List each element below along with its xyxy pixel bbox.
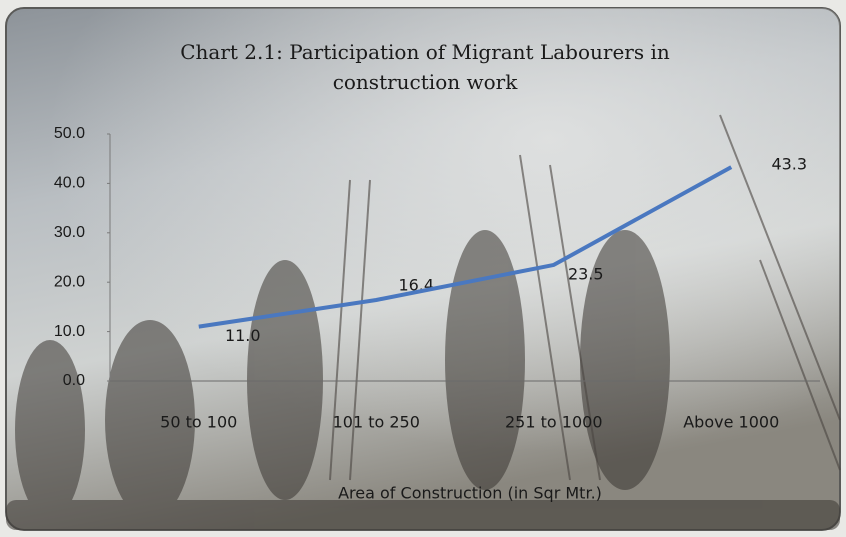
y-tick-label: 30.0: [54, 224, 85, 241]
y-tick-label: 20.0: [54, 273, 85, 290]
y-tick-label: 40.0: [54, 175, 85, 192]
data-label: 11.0: [225, 326, 261, 345]
x-tick-label: 50 to 100: [160, 413, 237, 432]
x-tick-label: Above 1000: [683, 413, 779, 432]
data-label: 43.3: [771, 155, 807, 174]
x-tick-label: 251 to 1000: [505, 413, 603, 432]
data-label: 23.5: [568, 264, 604, 283]
y-tick-label: 10.0: [54, 323, 85, 340]
x-tick-label: 101 to 250: [333, 413, 420, 432]
y-tick-label: 50.0: [54, 125, 85, 142]
y-tick-label: 0.0: [63, 372, 85, 389]
x-axis-title: Area of Construction (in Sqr Mtr.): [338, 484, 602, 503]
chart: Chart 2.1: Participation of Migrant Labo…: [0, 0, 846, 537]
